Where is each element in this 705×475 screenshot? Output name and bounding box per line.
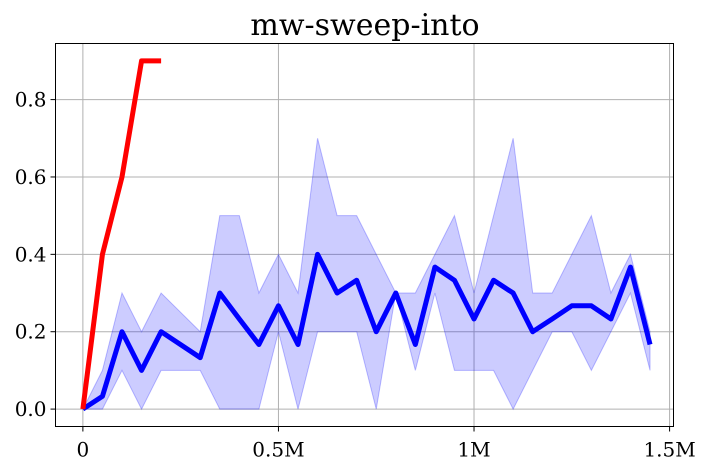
- x-tick-label: 0.5M: [252, 438, 304, 462]
- x-tick-label: 1.5M: [643, 438, 695, 462]
- series-0-band: [83, 138, 650, 409]
- y-tick-label: 0.8: [15, 88, 47, 112]
- x-tick-label: 0: [77, 438, 90, 462]
- y-tick-label: 0.4: [15, 242, 47, 266]
- y-tick-label: 0.6: [15, 165, 47, 189]
- confidence-bands: [83, 138, 650, 409]
- chart-title: mw-sweep-into: [250, 8, 479, 43]
- y-tick-label: 0.2: [15, 320, 47, 344]
- y-axis-ticks: 0.0 0.2 0.4 0.6 0.8: [15, 88, 56, 421]
- y-tick-label: 0.0: [15, 397, 47, 421]
- x-axis-ticks: 0 0.5M 1M 1.5M: [77, 427, 696, 462]
- x-tick-label: 1M: [457, 438, 490, 462]
